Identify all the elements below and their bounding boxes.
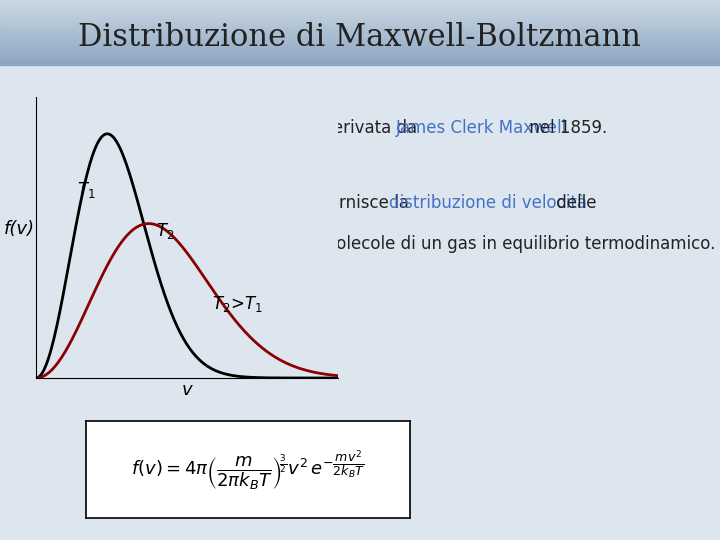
Text: James Clerk Maxwell: James Clerk Maxwell <box>396 119 567 137</box>
Bar <box>0 22 720 24</box>
Text: •: • <box>302 119 313 137</box>
Bar <box>0 48 720 50</box>
Bar <box>0 24 720 26</box>
Bar <box>0 43 720 45</box>
Text: $f(v) = 4\pi \left(\dfrac{m}{2\pi k_B T}\right)^{\!\frac{3}{2}} v^2\, e^{-\dfrac: $f(v) = 4\pi \left(\dfrac{m}{2\pi k_B T}… <box>131 448 366 492</box>
Bar <box>0 45 720 48</box>
Bar <box>0 11 720 13</box>
Bar <box>0 0 720 2</box>
Text: •: • <box>302 194 313 212</box>
Bar <box>0 19 720 22</box>
Bar <box>0 15 720 17</box>
Bar <box>0 30 720 32</box>
Text: distribuzione di velocità: distribuzione di velocità <box>389 194 587 212</box>
Bar <box>0 2 720 4</box>
Bar <box>0 17 720 19</box>
Bar <box>0 63 720 65</box>
Bar <box>0 58 720 60</box>
Bar <box>0 39 720 41</box>
Bar <box>0 37 720 39</box>
Text: Derivata da: Derivata da <box>320 119 423 137</box>
X-axis label: v: v <box>182 381 192 399</box>
Text: delle: delle <box>551 194 596 212</box>
Text: T$_1$: T$_1$ <box>77 180 96 200</box>
Text: T$_2$: T$_2$ <box>156 221 175 241</box>
Text: T$_2$>T$_1$: T$_2$>T$_1$ <box>212 294 264 314</box>
Bar <box>0 9 720 11</box>
Bar <box>0 4 720 6</box>
Bar <box>0 41 720 43</box>
Bar <box>0 54 720 56</box>
Text: Fornisce la: Fornisce la <box>320 194 415 212</box>
Text: molecole di un gas in equilibrio termodinamico.: molecole di un gas in equilibrio termodi… <box>320 235 716 253</box>
Bar <box>0 50 720 52</box>
Bar <box>0 35 720 37</box>
Text: Distribuzione di Maxwell-Boltzmann: Distribuzione di Maxwell-Boltzmann <box>78 22 642 53</box>
Bar <box>0 28 720 30</box>
Text: nel 1859.: nel 1859. <box>524 119 608 137</box>
Y-axis label: f(v): f(v) <box>4 220 35 238</box>
Bar <box>0 13 720 15</box>
Bar <box>0 56 720 58</box>
Bar <box>0 52 720 54</box>
Bar <box>0 6 720 9</box>
Bar <box>0 26 720 28</box>
Bar <box>0 60 720 63</box>
Bar <box>0 32 720 35</box>
